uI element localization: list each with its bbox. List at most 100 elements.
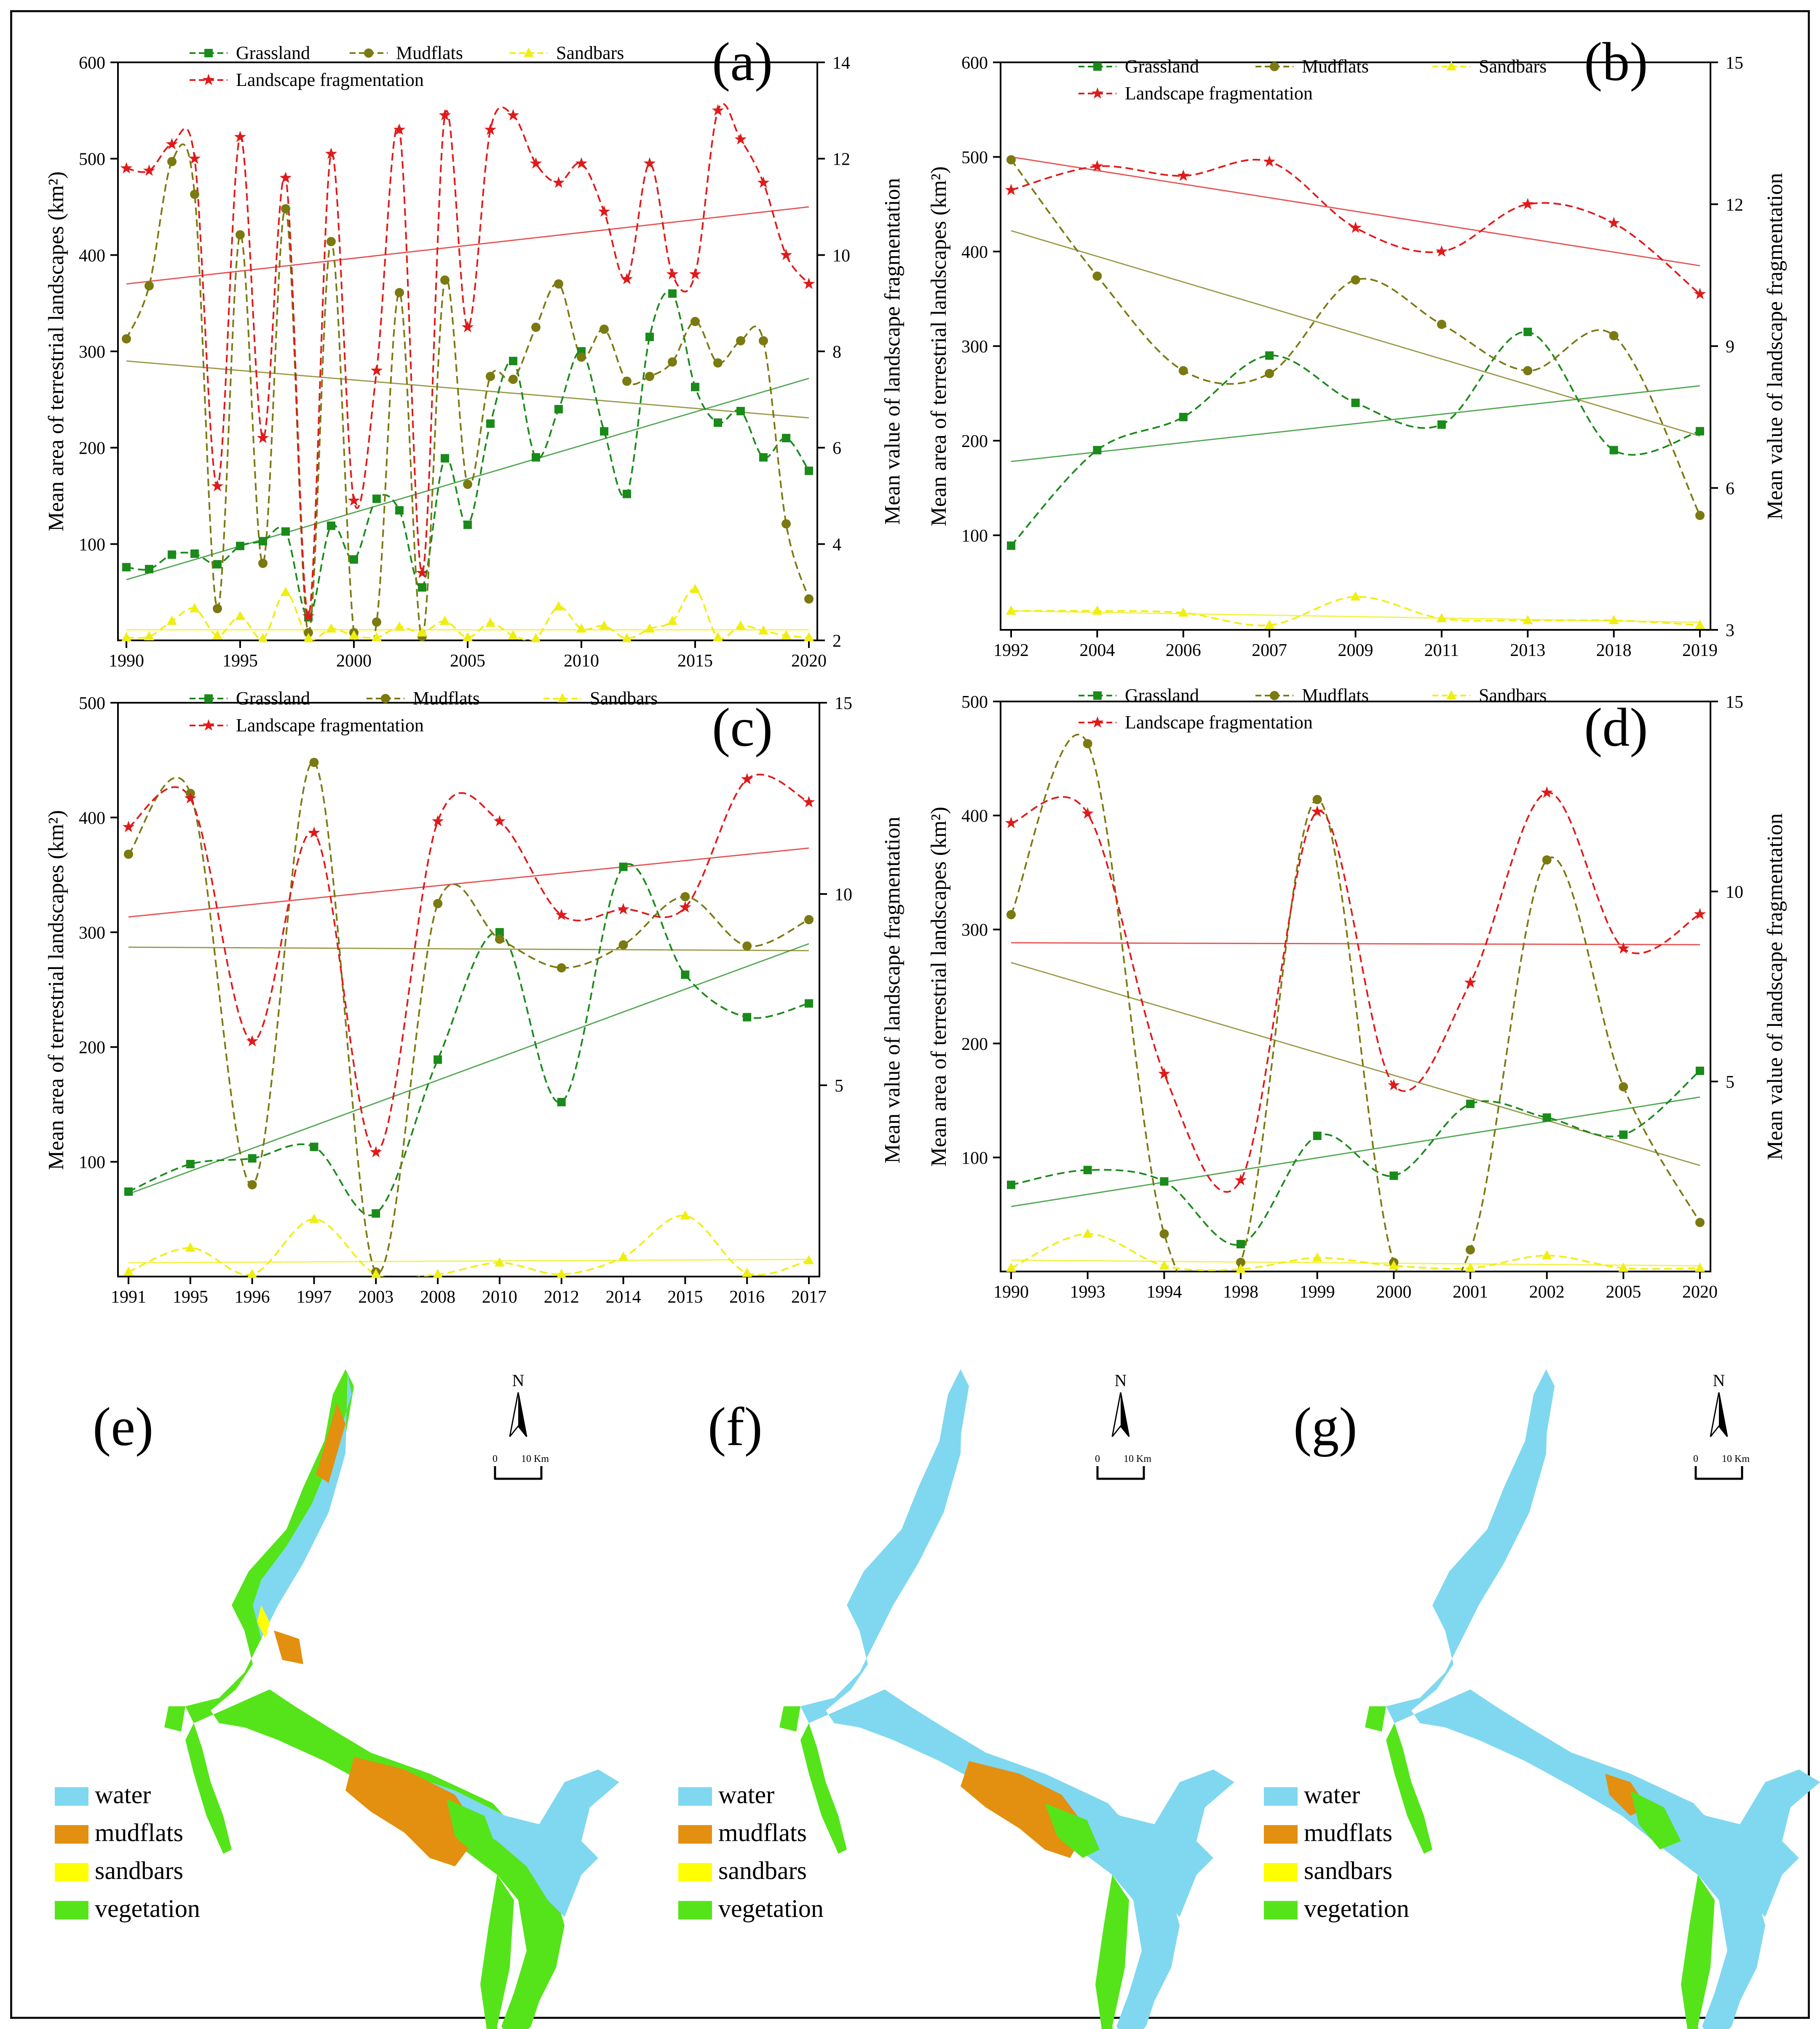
point-grassland [600,427,608,436]
point-sandbars [485,617,495,627]
series-line-sandbars [1011,596,1700,626]
map-label: (g) [1293,1397,1357,1457]
point-mudflats [495,934,504,944]
series-line-grassland [1011,1070,1701,1246]
legend-swatch-sandbars [1264,1863,1298,1882]
point-frag [1464,976,1477,988]
map-mudflat [961,1761,1087,1858]
y2-axis-title: Mean value of landscape fragmentation [881,178,905,525]
point-mudflats [736,336,745,345]
map-label: (f) [708,1397,763,1457]
point-frag [757,176,770,188]
y2-tick-label: 3 [1726,621,1734,640]
point-mudflats [1619,1082,1628,1092]
point-frag [803,277,815,289]
point-frag [575,157,588,169]
x-tick-label: 1995 [222,651,258,671]
y-tick-label: 400 [79,808,105,828]
x-tick-label: 1990 [109,651,144,671]
point-grassland [327,521,335,530]
point-grassland [645,332,654,341]
point-sandbars [667,616,677,625]
map-mudflat [345,1757,480,1866]
point-frag [780,249,792,260]
map-vegetation [1681,1875,1715,2029]
x-tick-label: 2004 [1079,641,1115,660]
point-grassland [1351,399,1360,407]
y-tick-label: 400 [961,807,988,826]
point-mudflats [577,352,586,362]
point-frag [393,123,406,135]
legend-label-water: water [95,1781,151,1809]
point-grassland [1466,1100,1475,1108]
y2-tick-label: 12 [1726,195,1743,215]
x-tick-label: 2017 [791,1288,827,1307]
point-frag [621,273,633,284]
x-tick-label: 2007 [1252,641,1287,660]
point-frag [302,610,315,621]
legend-marker-mudflats [381,694,390,703]
x-tick-label: 2019 [1682,641,1718,660]
point-grassland [1619,1130,1628,1139]
point-sandbars [1695,619,1705,629]
point-frag [188,152,201,164]
y-tick-label: 200 [961,432,988,451]
point-sandbars [622,633,632,642]
series-line-sandbars [128,1215,809,1277]
point-mudflats [395,288,404,297]
point-sandbars [463,632,473,642]
series-line-frag [1011,159,1701,295]
trend-line-mudflats [126,360,809,419]
point-frag [279,171,292,183]
y2-tick-label: 10 [835,885,852,905]
point-frag [1608,217,1620,228]
x-tick-label: 1992 [993,641,1029,660]
point-mudflats [440,275,450,285]
legend-label-grassland: Grassland [236,688,310,709]
plot-area [128,761,809,1277]
point-sandbars [123,1266,134,1276]
point-sandbars [1006,1262,1016,1272]
legend-marker-grassland [204,49,213,57]
x-tick-label: 1999 [1300,1282,1335,1302]
point-sandbars [758,625,768,635]
point-grassland [714,418,722,427]
point-mudflats [759,336,768,345]
point-mudflats [327,237,336,246]
point-frag [484,123,497,135]
point-mudflats [372,617,381,627]
plot-area [126,103,810,640]
point-sandbars [1609,615,1619,624]
point-mudflats [281,204,290,214]
point-frag [1005,816,1017,828]
plot-frame [1000,62,1711,631]
point-grassland [350,555,358,564]
y2-tick-label: 14 [832,54,850,73]
x-tick-label: 1998 [1223,1282,1258,1302]
point-frag [712,104,724,116]
series-line-frag [126,103,810,617]
point-sandbars [1264,619,1275,629]
y-axis-title: Mean area of terrestrial landscapes (km²… [44,810,68,1170]
x-tick-label: 1994 [1146,1282,1182,1302]
point-sandbars [1618,1262,1629,1272]
point-sandbars [713,632,723,642]
series-line-sandbars [1011,1233,1700,1271]
y-axis-title: Mean area of terrestrial landscapes (km²… [927,807,951,1167]
point-sandbars [212,630,222,640]
legend-label-mudflats: Mudflats [413,688,480,709]
point-mudflats [258,559,268,568]
point-grassland [122,563,131,572]
point-grassland [1542,1113,1551,1122]
point-grassland [782,434,790,442]
legend-label-sandbars: sandbars [95,1857,183,1884]
map-f: (f) N 0 10 Km water mudflats sandbars vegetatio… [678,1369,1234,2029]
point-sandbars [185,1242,195,1252]
point-frag [1311,805,1323,817]
point-frag [1177,169,1189,181]
point-mudflats [190,190,199,199]
point-grassland [213,560,222,569]
panel-label: (a) [712,32,773,92]
x-tick-label: 2002 [1529,1282,1565,1302]
point-grassland [681,970,690,979]
